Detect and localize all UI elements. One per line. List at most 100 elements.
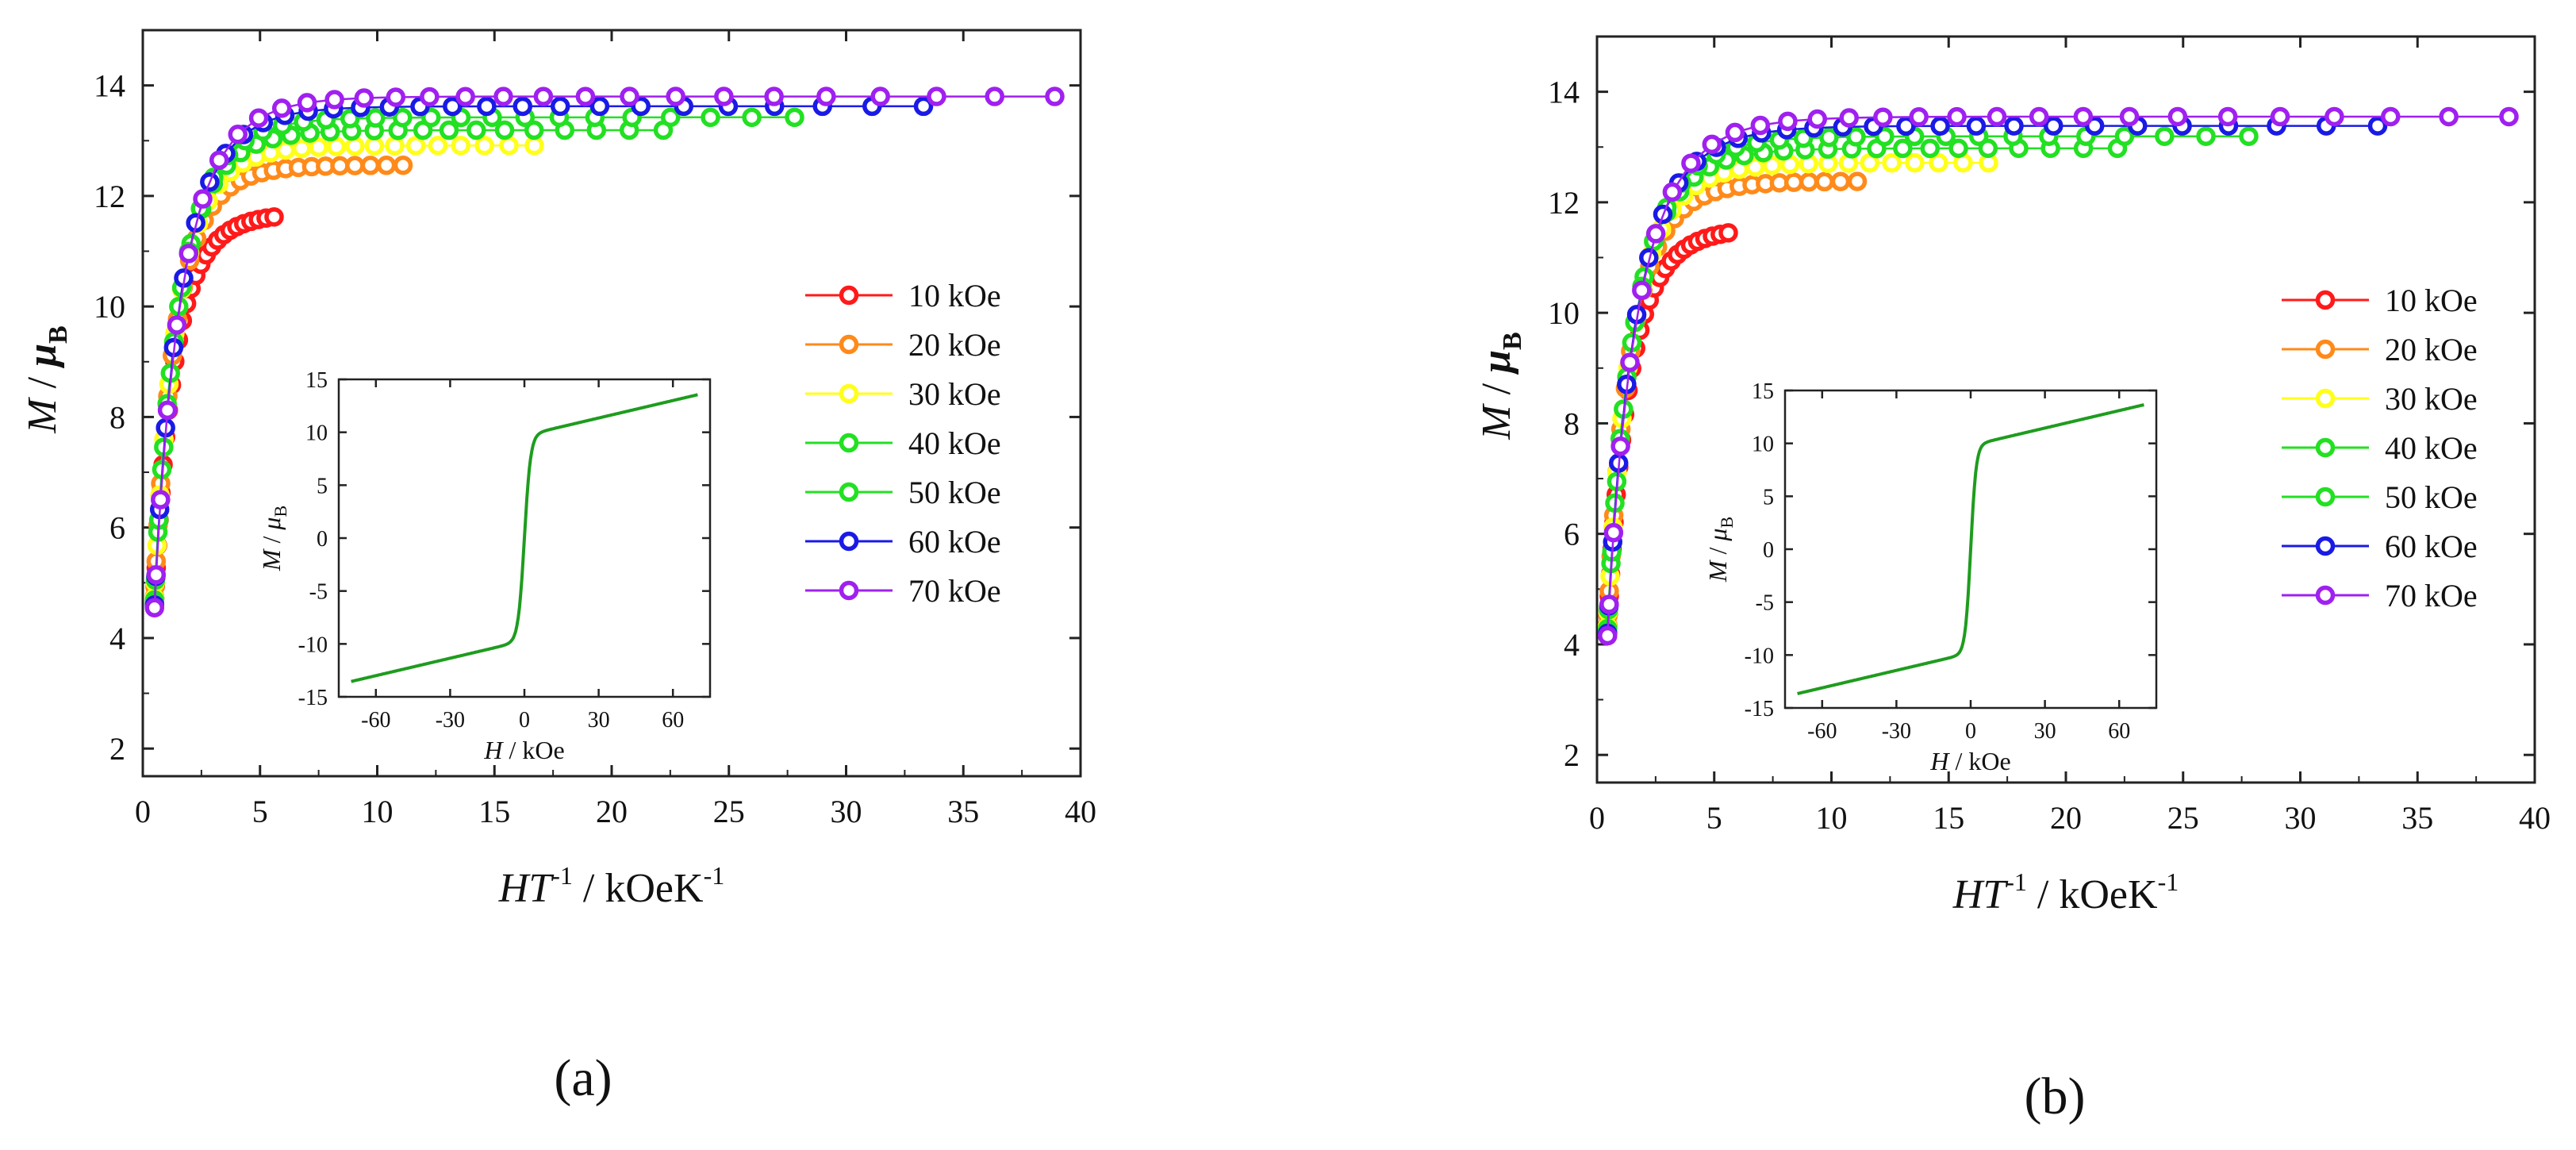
panel-b: 0 5 10 15 20 25 30 35 40 2 4 6 8 10 12 14 HT-1 / kOeK-1 M… (1474, 35, 2551, 1125)
data-point (364, 136, 385, 156)
x-tick-label: 15 (478, 794, 510, 829)
y-tick-label: 14 (94, 68, 125, 104)
inset-y-tick-label: 5 (1763, 485, 1774, 510)
legend-label: 20 kOe (2385, 332, 2478, 367)
data-point (248, 108, 269, 128)
legend-marker (839, 433, 859, 453)
inset-y-tick-label: 5 (317, 474, 328, 498)
legend-label: 50 kOe (908, 475, 1001, 510)
legend-label: 30 kOe (2385, 381, 2478, 417)
data-point (1681, 153, 1701, 173)
data-point (309, 137, 328, 157)
data-point (1632, 280, 1652, 301)
data-point (2196, 126, 2216, 146)
x-tick-label: 25 (713, 794, 745, 829)
data-point (324, 90, 344, 110)
data-point (1893, 138, 1913, 159)
legend-marker (2315, 437, 2336, 458)
data-point (1882, 152, 1902, 173)
legend-item: 30 kOe (2282, 381, 2478, 417)
data-point (742, 107, 762, 128)
data-point (2499, 106, 2519, 127)
inset-y-tick-label: 15 (305, 368, 328, 393)
inset-y-tick-label: -5 (309, 580, 328, 605)
inset-x-axis-title: H / kOe (1929, 747, 2010, 775)
y-tick-label: 14 (1548, 75, 1580, 110)
data-point (1819, 127, 1839, 148)
x-tick-label: 30 (831, 794, 862, 829)
inset-y-axis-title: M / μB (257, 506, 290, 571)
inset-curve (351, 393, 698, 683)
data-point (2119, 106, 2140, 127)
y-tick-label: 4 (1564, 627, 1580, 663)
y-tick-label: 2 (1564, 737, 1580, 773)
legend-item: 40 kOe (805, 425, 1001, 461)
legend-marker (839, 383, 859, 404)
data-point (575, 87, 596, 106)
data-point (524, 120, 544, 140)
legend-item: 50 kOe (805, 475, 1001, 510)
legend-label: 30 kOe (908, 376, 1001, 412)
inset-y-tick-label: -15 (1745, 697, 1774, 721)
legend-label: 70 kOe (908, 573, 1001, 609)
y-tick-label: 4 (109, 621, 125, 656)
data-point (513, 96, 532, 117)
data-point (443, 96, 463, 117)
data-point (2381, 106, 2401, 127)
data-point (144, 598, 165, 617)
y-tick-label: 2 (109, 731, 125, 767)
inset-x-tick-label: 60 (662, 708, 684, 733)
data-point (1947, 106, 1967, 127)
panel-label: (b) (2025, 1067, 2086, 1125)
data-point (1778, 111, 1798, 132)
inset-y-tick-label: -5 (1756, 591, 1774, 616)
inset-curve (1797, 403, 2144, 695)
legend-item: 20 kOe (805, 327, 1001, 363)
data-point (420, 107, 441, 128)
data-point (913, 96, 934, 117)
inset-y-tick-label: 15 (1752, 379, 1774, 404)
legend-marker (839, 285, 859, 306)
x-tick-label: 35 (2401, 800, 2433, 836)
data-point (701, 107, 720, 128)
data-point (1948, 138, 1968, 159)
data-point (1620, 352, 1640, 372)
inset-x-axis-title: H / kOe (483, 736, 564, 764)
legend-label: 40 kOe (908, 425, 1001, 461)
y-axis-title: M / μB (1474, 332, 1527, 440)
x-tick-label: 20 (2050, 800, 2082, 836)
data-point (2004, 116, 2024, 136)
data-point (420, 87, 440, 107)
data-point (477, 96, 497, 117)
data-point (1750, 115, 1771, 136)
y-tick-label: 6 (109, 510, 125, 546)
data-point (157, 400, 178, 421)
data-point (340, 109, 360, 129)
y-tick-label: 6 (1564, 517, 1580, 552)
legend-item: 60 kOe (2282, 529, 2478, 564)
legend-label: 50 kOe (2385, 479, 2478, 515)
data-point (1909, 107, 1929, 127)
data-point (1839, 108, 1859, 128)
x-tick-label: 40 (1065, 794, 1096, 829)
data-point (167, 315, 187, 335)
inset-y-axis-title: M / μB (1703, 517, 1737, 583)
y-tick-label: 12 (94, 179, 125, 214)
legend-item: 30 kOe (805, 376, 1001, 412)
y-axis-title: M / μB (20, 325, 73, 433)
data-point (2439, 106, 2459, 127)
x-tick-label: 25 (2167, 800, 2199, 836)
legend-item: 20 kOe (2282, 332, 2478, 367)
legend-marker (839, 482, 859, 502)
data-point (1725, 122, 1745, 143)
data-point (209, 150, 229, 171)
data-point (2155, 126, 2175, 146)
data-point (666, 87, 685, 106)
legend-label: 10 kOe (908, 278, 1001, 313)
legend-label: 70 kOe (2385, 578, 2478, 613)
data-point (1718, 223, 1738, 243)
legend-item: 40 kOe (2282, 430, 2478, 466)
legend-label: 60 kOe (908, 524, 1001, 560)
data-point (451, 136, 470, 156)
data-point (1920, 138, 1941, 159)
